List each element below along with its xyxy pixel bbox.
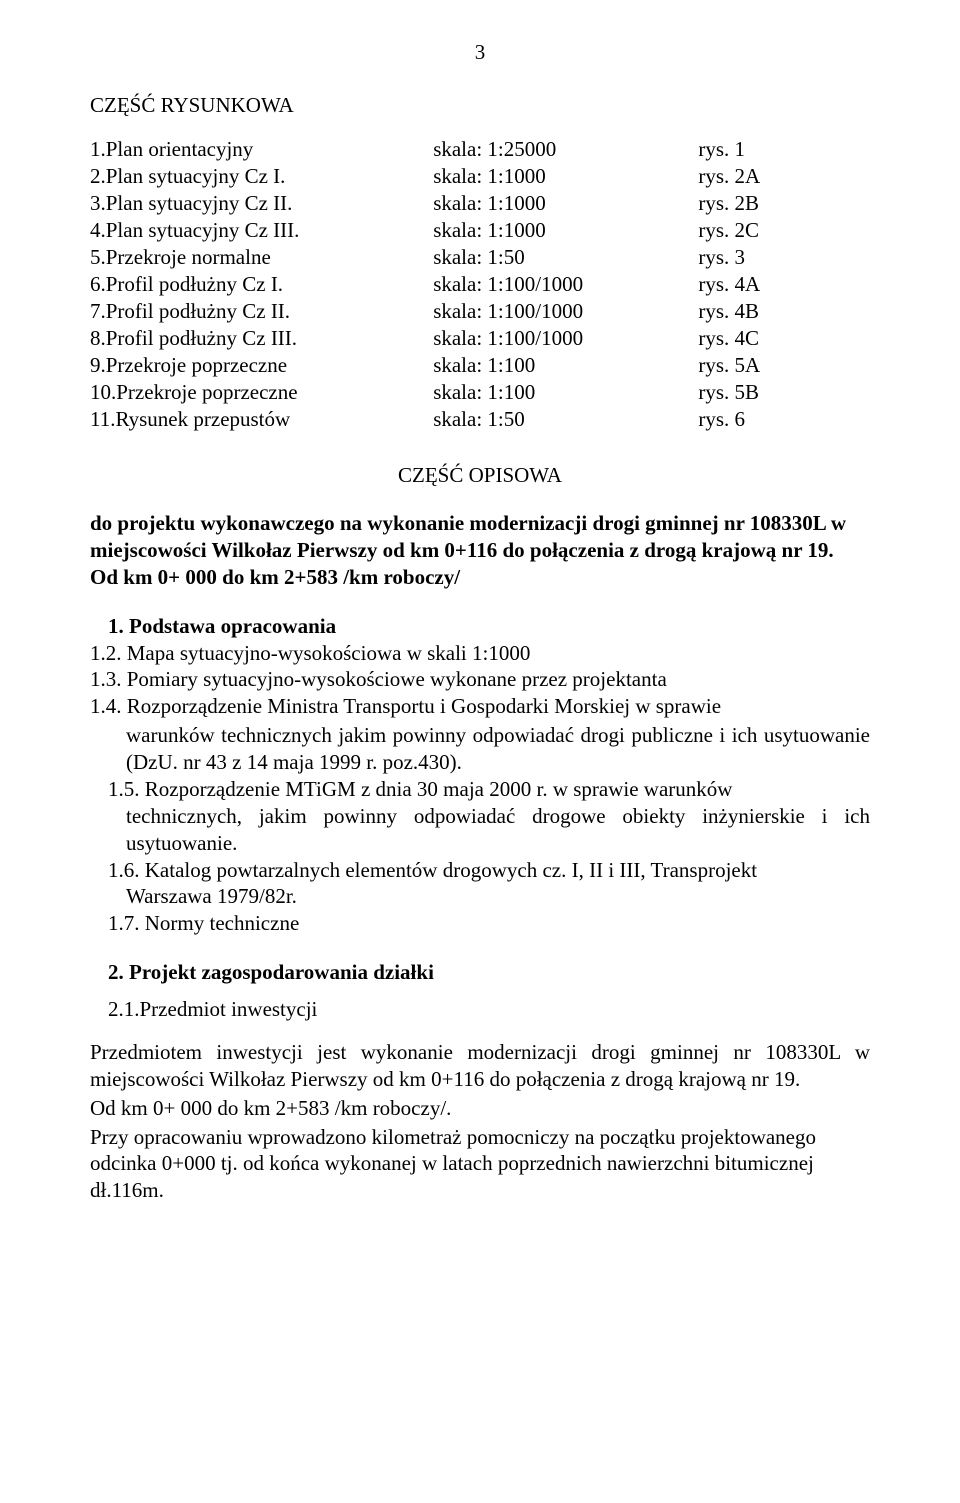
- toc-label: 6.Profil podłużny Cz I.: [90, 271, 433, 298]
- list1-item-7: 1.7. Normy techniczne: [90, 910, 870, 937]
- toc-label: 2.Plan sytuacyjny Cz I.: [90, 163, 433, 190]
- toc-rys: rys. 5B: [698, 379, 870, 406]
- list1-item-6-cont: Warszawa 1979/82r.: [90, 883, 870, 910]
- toc-rys: rys. 2B: [698, 190, 870, 217]
- toc-scale: skala: 1:50: [433, 406, 698, 433]
- toc-scale: skala: 1:25000: [433, 136, 698, 163]
- list1-header: 1. Podstawa opracowania: [90, 613, 870, 640]
- toc-row: 7.Profil podłużny Cz II.skala: 1:100/100…: [90, 298, 870, 325]
- list1-header-text: 1. Podstawa opracowania: [90, 614, 336, 638]
- toc-label: 8.Profil podłużny Cz III.: [90, 325, 433, 352]
- list1-item-5-cont: technicznych, jakim powinny odpowiadać d…: [90, 803, 870, 857]
- toc-row: 9.Przekroje poprzeczneskala: 1:100rys. 5…: [90, 352, 870, 379]
- toc-row: 4.Plan sytuacyjny Cz III.skala: 1:1000ry…: [90, 217, 870, 244]
- list-1: 1. Podstawa opracowania 1.2. Mapa sytuac…: [90, 613, 870, 938]
- page-number: 3: [90, 40, 870, 65]
- toc-row: 6.Profil podłużny Cz I.skala: 1:100/1000…: [90, 271, 870, 298]
- toc-row: 10.Przekroje poprzeczneskala: 1:100rys. …: [90, 379, 870, 406]
- toc-row: 3.Plan sytuacyjny Cz II.skala: 1:1000rys…: [90, 190, 870, 217]
- list1-item-3: 1.3. Pomiary sytuacyjno-wysokościowe wyk…: [90, 666, 870, 693]
- toc-label: 3.Plan sytuacyjny Cz II.: [90, 190, 433, 217]
- list2-header: 2. Projekt zagospodarowania działki: [90, 959, 870, 986]
- drawing-section-title: CZĘŚĆ RYSUNKOWA: [90, 93, 870, 118]
- toc-label: 10.Przekroje poprzeczne: [90, 379, 433, 406]
- toc-label: 7.Profil podłużny Cz II.: [90, 298, 433, 325]
- toc-label: 5.Przekroje normalne: [90, 244, 433, 271]
- spacer: [90, 986, 870, 996]
- toc-label: 1.Plan orientacyjny: [90, 136, 433, 163]
- toc-scale: skala: 1:1000: [433, 163, 698, 190]
- toc-rys: rys. 1: [698, 136, 870, 163]
- list2-header-text: 2. Projekt zagospodarowania działki: [90, 960, 434, 984]
- toc-scale: skala: 1:100/1000: [433, 325, 698, 352]
- toc-label: 11.Rysunek przepustów: [90, 406, 433, 433]
- list1-item-6: 1.6. Katalog powtarzalnych elementów dro…: [90, 857, 870, 911]
- list1-item-4-line: 1.4. Rozporządzenie Ministra Transportu …: [90, 693, 870, 720]
- list1-item-7-text: 1.7. Normy techniczne: [90, 910, 870, 937]
- toc-scale: skala: 1:1000: [433, 190, 698, 217]
- toc-rys: rys. 4C: [698, 325, 870, 352]
- toc-body: 1.Plan orientacyjnyskala: 1:25000rys. 12…: [90, 136, 870, 433]
- list1-item-5-line: 1.5. Rozporządzenie MTiGM z dnia 30 maja…: [90, 776, 870, 803]
- toc-rys: rys. 3: [698, 244, 870, 271]
- paragraph-3: Przy opracowaniu wprowadzono kilometraż …: [90, 1124, 870, 1205]
- toc-rys: rys. 6: [698, 406, 870, 433]
- list1-item-5: 1.5. Rozporządzenie MTiGM z dnia 30 maja…: [90, 776, 870, 857]
- intro-bold-paragraph: do projektu wykonawczego na wykonanie mo…: [90, 510, 870, 591]
- list1-item-2: 1.2. Mapa sytuacyjno-wysokościowa w skal…: [90, 640, 870, 667]
- descriptive-section-title: CZĘŚĆ OPISOWA: [90, 463, 870, 488]
- toc-table: 1.Plan orientacyjnyskala: 1:25000rys. 12…: [90, 136, 870, 433]
- list1-item-4: 1.4. Rozporządzenie Ministra Transportu …: [90, 693, 870, 776]
- toc-scale: skala: 1:100: [433, 352, 698, 379]
- toc-rys: rys. 4A: [698, 271, 870, 298]
- toc-label: 4.Plan sytuacyjny Cz III.: [90, 217, 433, 244]
- toc-rys: rys. 5A: [698, 352, 870, 379]
- toc-row: 11.Rysunek przepustówskala: 1:50rys. 6: [90, 406, 870, 433]
- toc-scale: skala: 1:100/1000: [433, 298, 698, 325]
- toc-scale: skala: 1:1000: [433, 217, 698, 244]
- list2-sub-text: 2.1.Przedmiot inwestycji: [90, 997, 317, 1021]
- toc-row: 1.Plan orientacyjnyskala: 1:25000rys. 1: [90, 136, 870, 163]
- paragraph-1: Przedmiotem inwestycji jest wykonanie mo…: [90, 1039, 870, 1093]
- toc-row: 2.Plan sytuacyjny Cz I.skala: 1:1000rys.…: [90, 163, 870, 190]
- paragraph-2: Od km 0+ 000 do km 2+583 /km roboczy/.: [90, 1095, 870, 1122]
- toc-rys: rys. 4B: [698, 298, 870, 325]
- toc-row: 8.Profil podłużny Cz III.skala: 1:100/10…: [90, 325, 870, 352]
- toc-scale: skala: 1:50: [433, 244, 698, 271]
- list2-sub: 2.1.Przedmiot inwestycji: [90, 996, 870, 1023]
- toc-scale: skala: 1:100: [433, 379, 698, 406]
- toc-label: 9.Przekroje poprzeczne: [90, 352, 433, 379]
- list-2: 2. Projekt zagospodarowania działki 2.1.…: [90, 959, 870, 1023]
- list1-item-4-cont: warunków technicznych jakim powinny odpo…: [90, 722, 870, 776]
- toc-scale: skala: 1:100/1000: [433, 271, 698, 298]
- toc-rys: rys. 2C: [698, 217, 870, 244]
- toc-rys: rys. 2A: [698, 163, 870, 190]
- list1-item-6-line: 1.6. Katalog powtarzalnych elementów dro…: [90, 857, 870, 884]
- toc-row: 5.Przekroje normalneskala: 1:50rys. 3: [90, 244, 870, 271]
- document-page: 3 CZĘŚĆ RYSUNKOWA 1.Plan orientacyjnyska…: [0, 0, 960, 1266]
